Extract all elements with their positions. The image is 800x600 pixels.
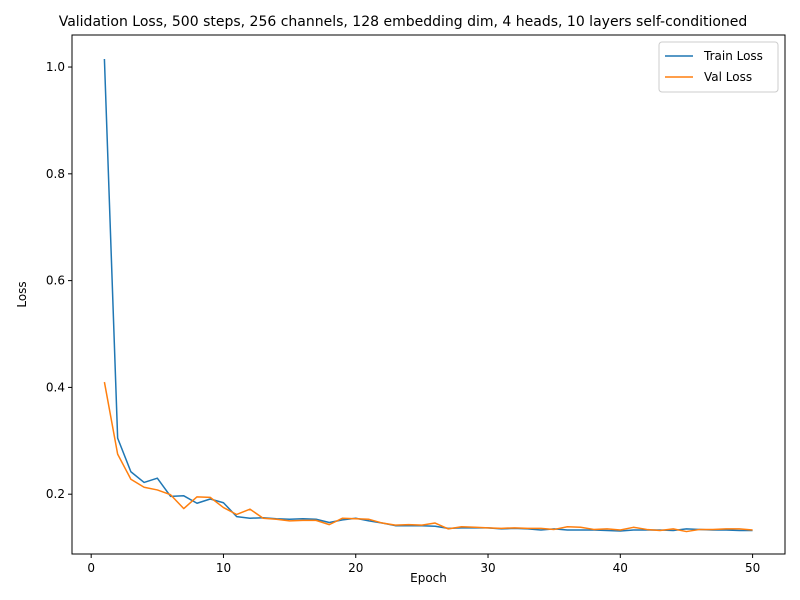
legend-label-train-loss: Train Loss xyxy=(703,49,763,63)
legend: Train Loss Val Loss xyxy=(658,41,779,93)
legend-box xyxy=(658,41,779,93)
y-tick-label: 0.4 xyxy=(46,380,65,394)
y-tick-label: 0.8 xyxy=(46,167,65,181)
x-axis-ticks: 0 10 20 30 40 50 xyxy=(87,554,760,575)
series-line-train-loss xyxy=(103,59,753,532)
x-tick-label: 40 xyxy=(613,561,628,575)
x-tick-label: 50 xyxy=(745,561,760,575)
chart-title: Validation Loss, 500 steps, 256 channels… xyxy=(59,14,748,30)
x-axis-label: Epoch xyxy=(410,571,447,585)
y-tick-label: 0.6 xyxy=(46,274,65,288)
legend-label-val-loss: Val Loss xyxy=(704,70,752,84)
plot-area-frame xyxy=(71,34,786,555)
x-tick-label: 20 xyxy=(348,561,363,575)
y-axis-label: Loss xyxy=(15,281,29,307)
y-tick-label: 1.0 xyxy=(46,60,65,74)
series-lines xyxy=(103,59,753,533)
x-tick-label: 0 xyxy=(87,561,95,575)
y-tick-label: 0.2 xyxy=(46,487,65,501)
series-line-val-loss xyxy=(103,381,753,533)
x-tick-label: 10 xyxy=(216,561,231,575)
x-tick-label: 30 xyxy=(480,561,495,575)
y-axis-ticks: 0.2 0.4 0.6 0.8 1.0 xyxy=(46,60,72,501)
